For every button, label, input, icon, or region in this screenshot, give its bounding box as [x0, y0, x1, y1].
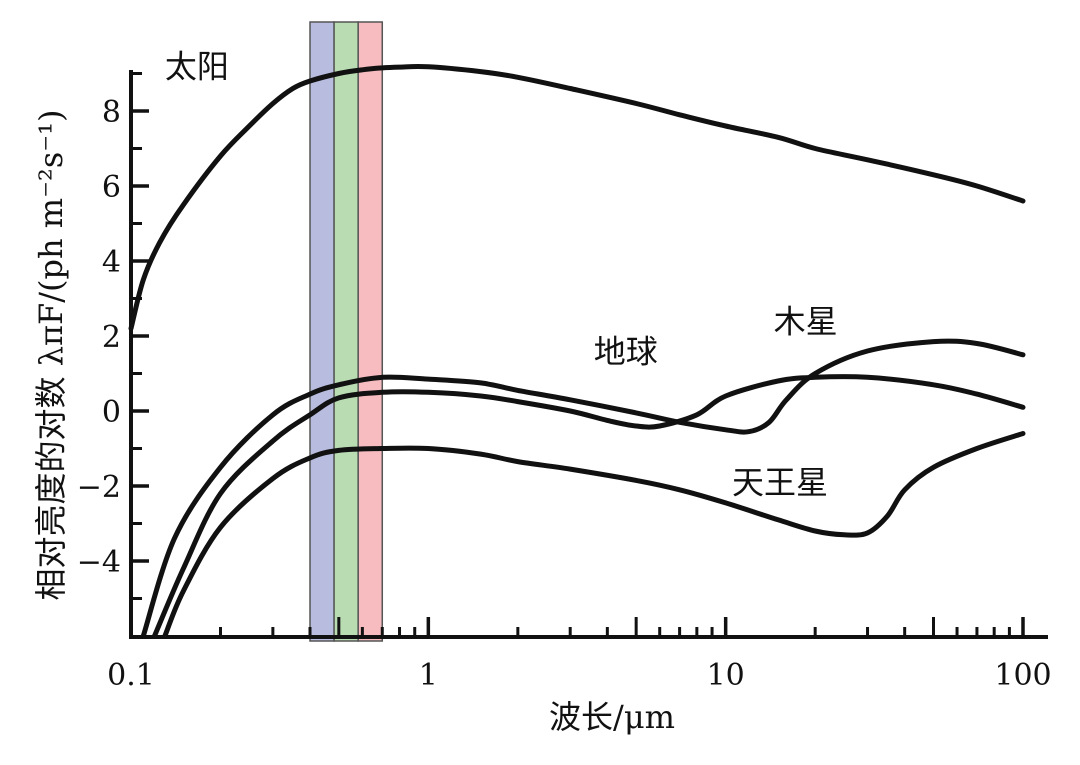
- earth-curve: [152, 374, 1026, 639]
- y-tick-label: 0: [102, 395, 121, 430]
- x-axis-title: 波长/μm: [549, 698, 675, 736]
- y-tick-label: 4: [102, 245, 121, 280]
- y-tick-label: −4: [77, 545, 121, 580]
- sun-label: 太阳: [165, 47, 229, 85]
- uranus-curve: [162, 431, 1026, 639]
- y-axis-title: 相对亮度的对数 λπF/(ph m⁻²s⁻¹): [32, 110, 70, 601]
- x-tick-label: 100: [994, 658, 1051, 693]
- sun-curve: [128, 63, 1026, 331]
- y-tick-label: 8: [102, 95, 121, 130]
- visible-band-stripe: [333, 21, 359, 642]
- jupiter-label: 木星: [774, 302, 838, 340]
- earth-label: 地球: [594, 332, 658, 370]
- y-tick-label: −2: [77, 470, 121, 505]
- visible-band-stripe: [309, 21, 335, 642]
- jupiter-curve: [140, 338, 1026, 639]
- y-tick-label: 2: [102, 320, 121, 355]
- x-tick-label: 1: [419, 658, 438, 693]
- x-tick-label: 10: [707, 658, 745, 693]
- x-tick-label: 0.1: [107, 658, 155, 693]
- uranus-label: 天王星: [732, 464, 828, 502]
- visible-band-stripe: [357, 21, 384, 642]
- y-tick-label: 6: [102, 170, 121, 205]
